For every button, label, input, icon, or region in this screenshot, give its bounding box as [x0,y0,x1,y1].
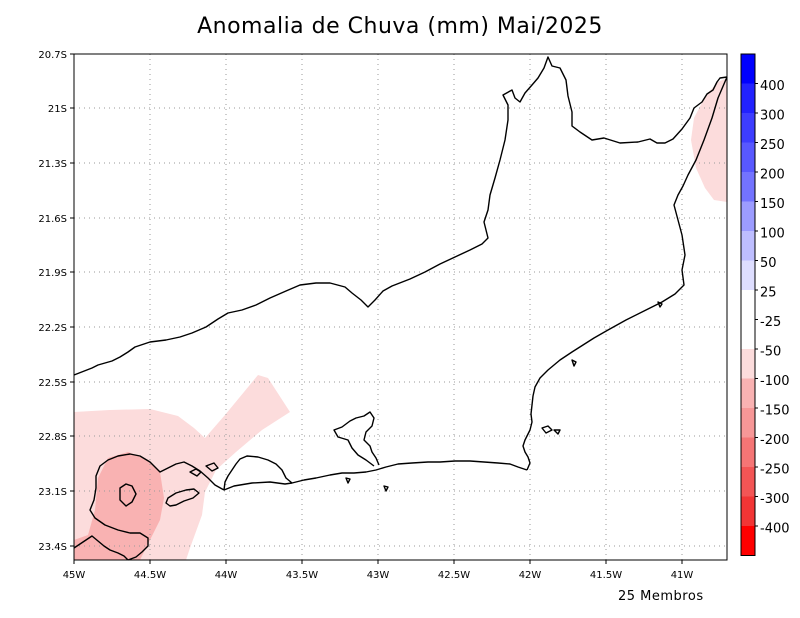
legend-swatch [741,290,755,320]
map-frame [73,53,728,561]
legend-label: -150 [760,404,790,419]
y-tick-label: 21.3S [38,159,67,170]
legend-swatch [741,83,755,114]
x-tick-label: 43W [367,570,390,581]
x-tick-label: 44.5W [134,570,166,581]
legend-label: 50 [760,256,777,271]
legend-label: -50 [760,345,781,360]
legend-swatch [741,349,755,379]
legend-label: 100 [760,227,785,242]
small-island-2 [205,462,219,472]
small-island-1 [189,468,202,477]
small-island-3 [541,425,553,434]
legend-swatch [741,260,755,291]
legend-swatch [741,467,755,497]
legend-label: 400 [760,79,785,94]
coastline-southwest [89,453,225,561]
legend-label: -25 [760,315,781,330]
y-axis-labels: 20.7S 21S 21.3S 21.6S 21.9S 22.2S 22.5S … [38,50,67,553]
small-island-7 [571,359,577,367]
legend-swatches [740,53,758,556]
legend-swatch [741,437,755,468]
legend-label: 300 [760,109,785,124]
y-tick-label: 20.7S [38,50,67,61]
y-tick-label: 23.4S [38,542,67,553]
legend-swatch [741,496,755,527]
x-tick-label: 45W [63,570,86,581]
ilha-grande [165,488,200,507]
legend-swatch [741,142,755,173]
legend-label: -300 [760,492,790,507]
y-tick-label: 21.6S [38,214,67,225]
legend-label: -200 [760,433,790,448]
x-tick-label: 43.5W [286,570,318,581]
x-tick-label: 41W [671,570,694,581]
small-island-4 [553,429,561,435]
x-axis-labels: 45W 44.5W 44W 43.5W 43W 42.5W 42W 41.5W … [63,570,694,581]
anomaly-light-pink-ne [691,78,727,202]
y-tick-label: 22.8S [38,432,67,443]
y-tick-label: 21.9S [38,268,67,279]
legend-labels: 400 300 250 200 150 100 50 25 -25 -50 -1… [760,79,790,537]
x-tick-label: 41.5W [590,570,622,581]
coastline-south [223,455,528,491]
legend-label: 200 [760,168,785,183]
y-tick-label: 22.2S [38,323,67,334]
state-outline [73,56,728,376]
legend-swatch [741,231,755,261]
tick-marks [70,53,683,564]
map-title: Anomalia de Chuva (mm) Mai/2025 [197,14,603,39]
legend-swatch [741,172,755,202]
legend-swatch [741,113,755,143]
guanabara-bay [333,411,380,467]
y-tick-label: 22.5S [38,378,67,389]
legend-label: -100 [760,374,790,389]
ilhabela-west [119,483,137,507]
anomaly-shading [74,78,727,560]
rio-de-janeiro-boundary [73,56,728,561]
legend-label: 150 [760,197,785,212]
legend-swatch [741,201,755,232]
anomaly-pink-sw [74,452,164,560]
small-island-5 [383,485,389,492]
y-tick-label: 23.1S [38,487,67,498]
members-note: 25 Membros [618,589,704,604]
y-tick-label: 21S [48,104,67,115]
legend-label: -250 [760,463,790,478]
legend-swatch [741,319,755,350]
legend-label: -400 [760,522,790,537]
legend-swatch [741,378,755,409]
small-island-8 [657,301,663,308]
legend-label: 250 [760,138,785,153]
coastline-far-southwest [73,535,129,561]
small-island-6 [345,477,351,484]
legend-frame [740,53,756,556]
x-tick-label: 42.5W [438,570,470,581]
legend-swatch [741,54,755,84]
legend-label: 25 [760,286,777,301]
legend-swatch [741,408,755,438]
legend-swatch [741,526,755,556]
x-tick-label: 42W [519,570,542,581]
restinga-marambaia [223,481,293,491]
x-tick-label: 44W [215,570,238,581]
coastline-east [522,76,728,471]
